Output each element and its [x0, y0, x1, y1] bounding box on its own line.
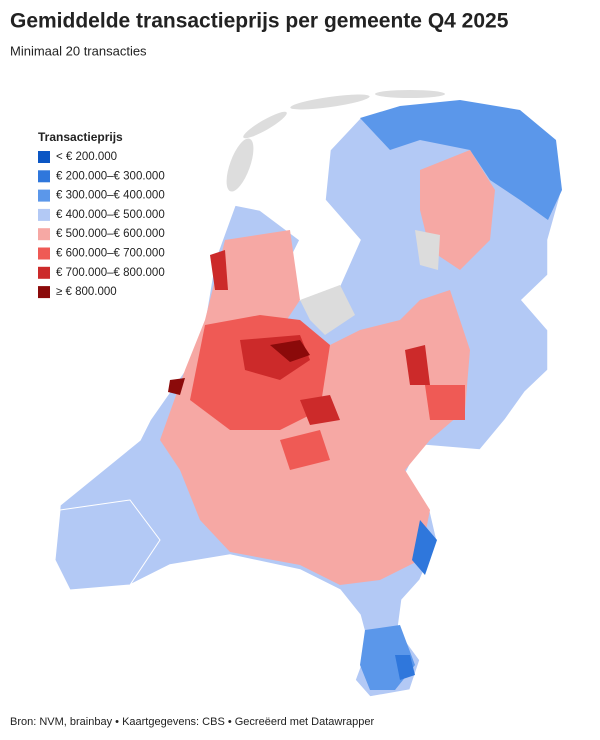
- title: Gemiddelde transactieprijs per gemeente …: [10, 10, 509, 33]
- legend-label: € 700.000–€ 800.000: [56, 267, 165, 279]
- subtitle: Minimaal 20 transacties: [10, 43, 147, 58]
- legend-swatch: [38, 228, 50, 241]
- legend-swatch: [38, 247, 50, 260]
- legend-swatch: [38, 266, 50, 279]
- legend-swatch: [38, 170, 50, 183]
- footer-source: Bron: NVM, brainbay • Kaartgegevens: CBS…: [10, 716, 374, 728]
- legend-swatch: [38, 151, 50, 163]
- legend-swatch: [38, 286, 50, 299]
- legend-swatch: [38, 208, 50, 221]
- legend-label: € 400.000–€ 500.000: [56, 209, 165, 221]
- map: [54, 90, 563, 698]
- legend-title: Transactieprijs: [38, 130, 123, 144]
- legend-label: < € 200.000: [56, 151, 117, 163]
- legend-label: € 300.000–€ 400.000: [56, 190, 165, 202]
- legend: Transactieprijs < € 200.000 € 200.000–€ 3…: [38, 130, 165, 298]
- legend-label: € 500.000–€ 600.000: [56, 228, 165, 240]
- legend-label: ≥ € 800.000: [56, 286, 117, 298]
- legend-label: € 200.000–€ 300.000: [56, 170, 165, 182]
- legend-label: € 600.000–€ 700.000: [56, 248, 165, 260]
- legend-swatch: [38, 189, 50, 202]
